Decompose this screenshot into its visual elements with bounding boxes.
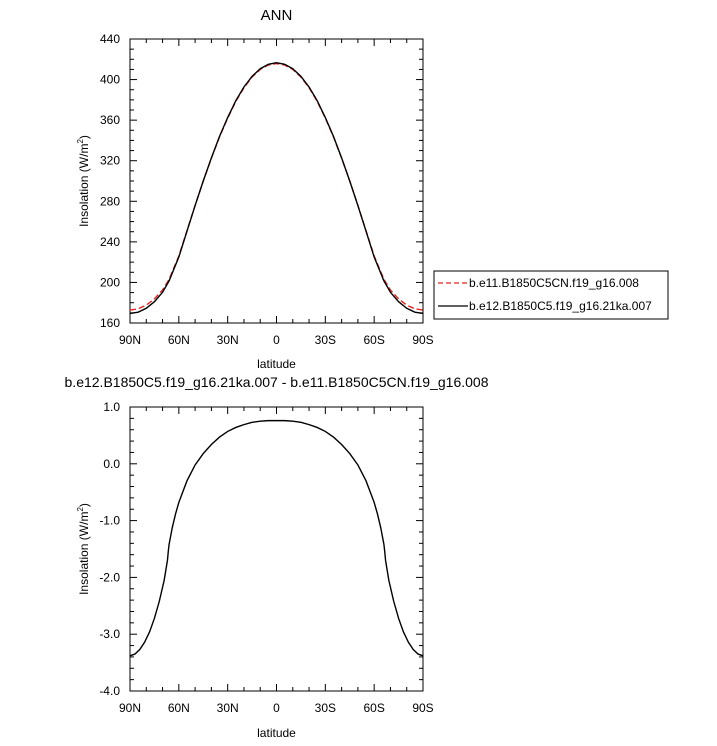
x-tick-label: 90S: [412, 701, 433, 715]
y-tick-label: 400: [100, 73, 120, 87]
x-tick-label: 30N: [217, 701, 239, 715]
x-tick-label: 30S: [315, 701, 336, 715]
x-tick-label: 30S: [315, 333, 336, 347]
y-tick-label: -3.0: [99, 627, 120, 641]
y-axis-label: Insolation (W/m2): [76, 503, 91, 595]
legend-box: [433, 270, 669, 320]
y-tick-label: 1.0: [103, 400, 120, 414]
series-line-0: [129, 62, 424, 311]
series-line-1: [129, 62, 424, 315]
x-axis-label: latitude: [257, 357, 296, 371]
chart-title: b.e12.B1850C5.f19_g16.21ka.007 - b.e11.B…: [65, 374, 489, 390]
x-tick-label: 0: [273, 333, 280, 347]
y-tick-label: 200: [100, 275, 120, 289]
plot-frame: [129, 406, 424, 692]
chart-title: ANN: [261, 7, 293, 24]
x-tick-label: 60N: [168, 333, 190, 347]
x-tick-label: 90N: [119, 701, 141, 715]
legend: b.e11.B1850C5CN.f19_g16.008 b.e12.B1850C…: [433, 270, 669, 320]
insolation-panel: ANN 90N 60N 30N 0 30S 60S 90S 160 200 240 280 320 3…: [76, 7, 669, 371]
legend-label-experiment: b.e12.B1850C5.f19_g16.21ka.007: [469, 299, 652, 313]
x-tick-label: 90S: [412, 333, 433, 347]
y-tick-label: -2.0: [99, 570, 120, 584]
x-tick-label: 0: [273, 701, 280, 715]
y-tick-label: 360: [100, 113, 120, 127]
series-lines: [129, 62, 424, 315]
series-line-0: [129, 419, 424, 657]
y-axis-label: Insolation (W/m2): [76, 135, 91, 227]
difference-panel: b.e12.B1850C5.f19_g16.21ka.007 - b.e11.B…: [65, 374, 489, 740]
x-axis-label: latitude: [257, 726, 296, 740]
x-tick-label: 90N: [119, 333, 141, 347]
y-tick-label: 0.0: [103, 457, 120, 471]
y-tick-label: -4.0: [99, 684, 120, 698]
y-tick-label: 280: [100, 194, 120, 208]
plot-frame: [129, 38, 424, 324]
y-tick-label: -1.0: [99, 514, 120, 528]
x-tick-label: 60S: [363, 333, 384, 347]
x-ticks: 90N 60N 30N 0 30S 60S 90S: [119, 407, 434, 715]
legend-label-control: b.e11.B1850C5CN.f19_g16.008: [469, 276, 639, 290]
y-tick-label: 240: [100, 235, 120, 249]
x-ticks: 90N 60N 30N 0 30S 60S 90S: [119, 39, 434, 347]
y-tick-label: 440: [100, 32, 120, 46]
y-ticks: 160 200 240 280 320 360 400 440: [100, 32, 423, 330]
series-lines: [129, 419, 424, 657]
x-tick-label: 60N: [168, 701, 190, 715]
x-tick-label: 30N: [217, 333, 239, 347]
x-tick-label: 60S: [363, 701, 384, 715]
y-ticks: 1.0 0.0 -1.0 -2.0 -3.0 -4.0: [99, 400, 423, 698]
y-tick-label: 160: [100, 316, 120, 330]
y-tick-label: 320: [100, 154, 120, 168]
